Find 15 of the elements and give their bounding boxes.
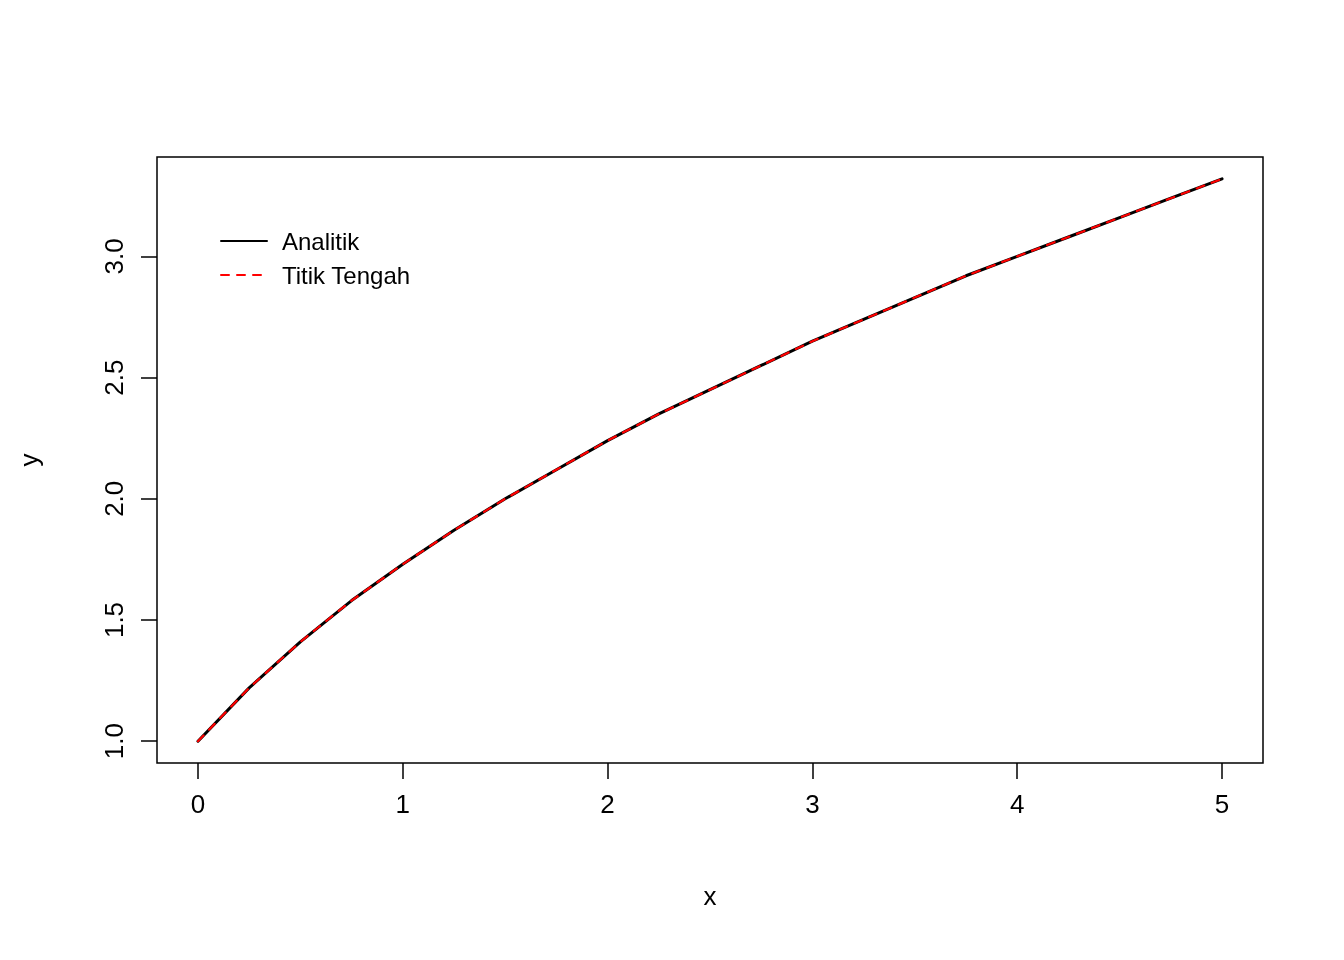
x-tick-label: 2	[600, 789, 615, 819]
x-axis-title: x	[703, 881, 717, 911]
x-tick-label: 1	[395, 789, 411, 819]
x-tick-label: 4	[1009, 789, 1025, 819]
y-tick-label: 1.5	[99, 601, 129, 639]
y-tick-label: 3.0	[99, 238, 129, 275]
y-tick-label: 1.0	[99, 723, 129, 760]
x-tick-label: 5	[1214, 789, 1230, 819]
x-tick-label: 3	[805, 789, 820, 819]
y-tick-label: 2.0	[99, 480, 129, 517]
legend-label: Titik Tengah	[282, 261, 411, 289]
y-tick-label: 2.5	[99, 359, 129, 396]
x-tick-label: 0	[190, 789, 206, 819]
y-axis-title: y	[14, 453, 44, 467]
legend-label: Analitik	[282, 227, 361, 255]
